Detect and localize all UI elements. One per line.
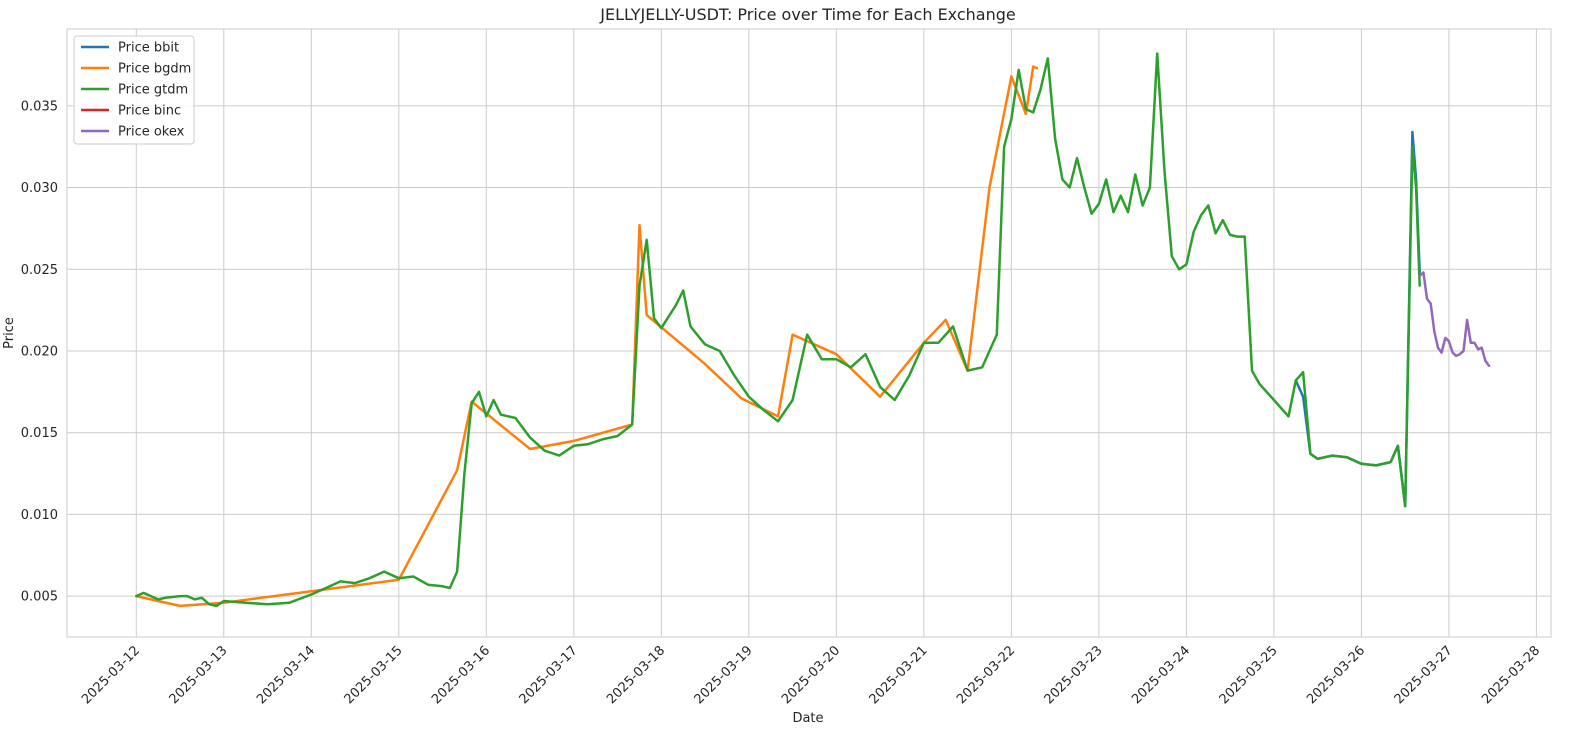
legend: Price bbit Price bgdm Price gtdm Price binc… — [73, 35, 195, 145]
legend-items: Price bbit Price bgdm Price gtdm Price binc… — [81, 41, 191, 140]
y-tick-label: 0.025 — [21, 263, 58, 278]
series-layer — [135, 52, 1491, 608]
y-tick-label: 0.010 — [21, 508, 58, 523]
series-line-price-bgdm — [135, 65, 1039, 608]
legend-entry: Price bbit — [118, 41, 179, 56]
chart-title: JELLYJELLY-USDT: Price over Time for Eac… — [599, 5, 1016, 24]
y-tick-label: 0.030 — [21, 181, 58, 196]
series-line-price-okex — [1418, 271, 1491, 367]
legend-entry: Price bgdm — [118, 62, 191, 77]
y-tick-label: 0.020 — [21, 344, 58, 359]
y-tick-label: 0.015 — [21, 426, 58, 441]
x-axis-label: Date — [792, 711, 823, 726]
legend-entry: Price okex — [118, 125, 185, 140]
y-axis-label: Price — [2, 317, 17, 349]
grid-lines — [67, 29, 1551, 637]
legend-entry: Price binc — [118, 104, 181, 119]
y-tick-label: 0.005 — [21, 590, 58, 605]
y-tick-label: 0.035 — [21, 99, 58, 114]
legend-box — [73, 35, 195, 145]
y-axis-ticks: 0.005 0.010 0.015 0.020 0.025 0.030 0.035 — [21, 99, 58, 604]
series-line-price-gtdm — [135, 52, 1421, 608]
plot-area-frame — [66, 28, 1552, 638]
legend-entry: Price gtdm — [118, 83, 188, 98]
